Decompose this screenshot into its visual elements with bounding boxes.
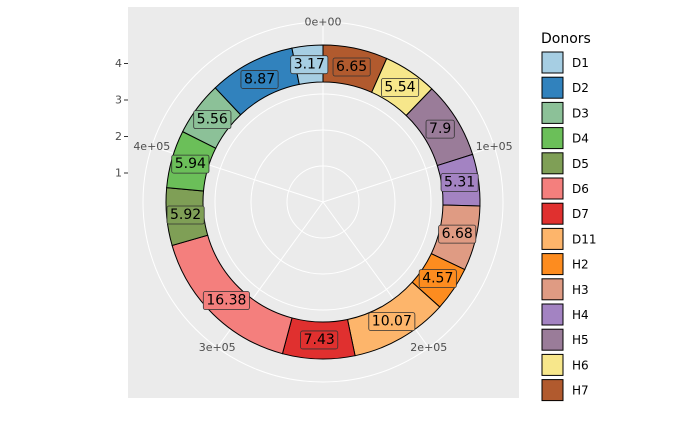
slice-label-h7: 6.65	[333, 58, 370, 76]
slice-label-text: 6.68	[442, 226, 473, 242]
legend-key	[542, 77, 563, 98]
legend-label: D2	[572, 81, 589, 95]
legend-key	[542, 329, 563, 350]
legend-label: D3	[572, 106, 589, 120]
slice-label-d1: 3.17	[291, 56, 328, 74]
x-tick-label: 3e+05	[199, 341, 236, 354]
slice-label-text: 6.65	[336, 59, 367, 75]
slice-label-text: 5.92	[170, 207, 201, 223]
y-tick-label: 3	[115, 94, 122, 107]
slice-label-h4: 5.31	[441, 174, 478, 192]
legend-label: H7	[572, 384, 589, 398]
slice-label-text: 10.07	[372, 314, 412, 330]
legend-label: D5	[572, 157, 589, 171]
legend-item-d7: D7	[542, 203, 589, 224]
legend-item-d3: D3	[542, 102, 589, 123]
slice-label-text: 7.43	[304, 332, 335, 348]
slice-label-text: 3.17	[294, 57, 325, 73]
legend-key	[542, 254, 563, 275]
legend-label: D6	[572, 182, 589, 196]
y-tick-label: 1	[115, 167, 122, 180]
legend-item-h2: H2	[542, 254, 589, 275]
legend-label: H6	[572, 358, 589, 372]
legend-item-h5: H5	[542, 329, 589, 350]
y-tick-label: 4	[115, 57, 122, 70]
slice-label-text: 4.57	[422, 271, 453, 287]
legend-item-h3: H3	[542, 279, 589, 300]
legend-key	[542, 178, 563, 199]
legend-key	[542, 153, 563, 174]
legend-item-d5: D5	[542, 153, 589, 174]
x-tick-label: 0e+00	[305, 16, 342, 29]
legend-key	[542, 304, 563, 325]
legend-label: D4	[572, 132, 589, 146]
slice-label-h6: 5.54	[381, 78, 418, 96]
slice-label-text: 5.94	[175, 156, 206, 172]
legend-item-d1: D1	[542, 52, 589, 73]
slice-label-h2: 4.57	[419, 270, 456, 288]
legend-label: D11	[572, 232, 597, 246]
slice-label-text: 7.9	[429, 121, 451, 137]
legend-label: H4	[572, 308, 589, 322]
slice-label-d4: 5.94	[172, 155, 209, 173]
x-tick-label: 1e+05	[476, 140, 513, 153]
legend-key	[542, 228, 563, 249]
legend-key	[542, 52, 563, 73]
legend-item-h7: H7	[542, 380, 589, 401]
legend-key	[542, 380, 563, 401]
legend-key	[542, 354, 563, 375]
legend-label: H5	[572, 333, 589, 347]
legend-item-h6: H6	[542, 354, 589, 375]
legend-item-d4: D4	[542, 128, 589, 149]
legend-key	[542, 102, 563, 123]
x-tick-label: 4e+05	[133, 140, 170, 153]
slice-label-text: 5.56	[197, 112, 228, 128]
slice-label-d11: 10.07	[369, 313, 415, 331]
legend: Donors D1 D2 D3 D4 D5 D6 D7 D11 H2 H3 H4 H5 H6 H7	[541, 31, 597, 401]
legend-label: D1	[572, 56, 589, 70]
slice-label-d3: 5.56	[194, 111, 231, 129]
legend-item-d11: D11	[542, 228, 597, 249]
slice-label-text: 16.38	[206, 293, 246, 309]
slice-label-d2: 8.87	[241, 70, 278, 88]
legend-key	[542, 203, 563, 224]
slice-label-text: 5.31	[444, 175, 475, 191]
legend-label: H2	[572, 258, 589, 272]
legend-item-d6: D6	[542, 178, 589, 199]
slice-label-text: 8.87	[244, 71, 275, 87]
legend-key	[542, 128, 563, 149]
legend-label: D7	[572, 207, 589, 221]
slice-label-d6: 16.38	[203, 292, 249, 310]
slice-label-h5: 7.9	[426, 120, 454, 138]
legend-key	[542, 279, 563, 300]
legend-label: H3	[572, 283, 589, 297]
legend-item-h4: H4	[542, 304, 589, 325]
legend-title: Donors	[541, 31, 591, 47]
y-tick-label: 2	[115, 130, 122, 143]
legend-item-d2: D2	[542, 77, 589, 98]
slice-label-d7: 7.43	[301, 331, 338, 349]
legend-items: D1 D2 D3 D4 D5 D6 D7 D11 H2 H3 H4 H5 H6 H7	[542, 52, 597, 401]
slice-label-text: 5.54	[384, 79, 415, 95]
x-tick-label: 2e+05	[410, 341, 447, 354]
slice-label-d5: 5.92	[167, 206, 204, 224]
slice-label-h3: 6.68	[439, 225, 476, 243]
